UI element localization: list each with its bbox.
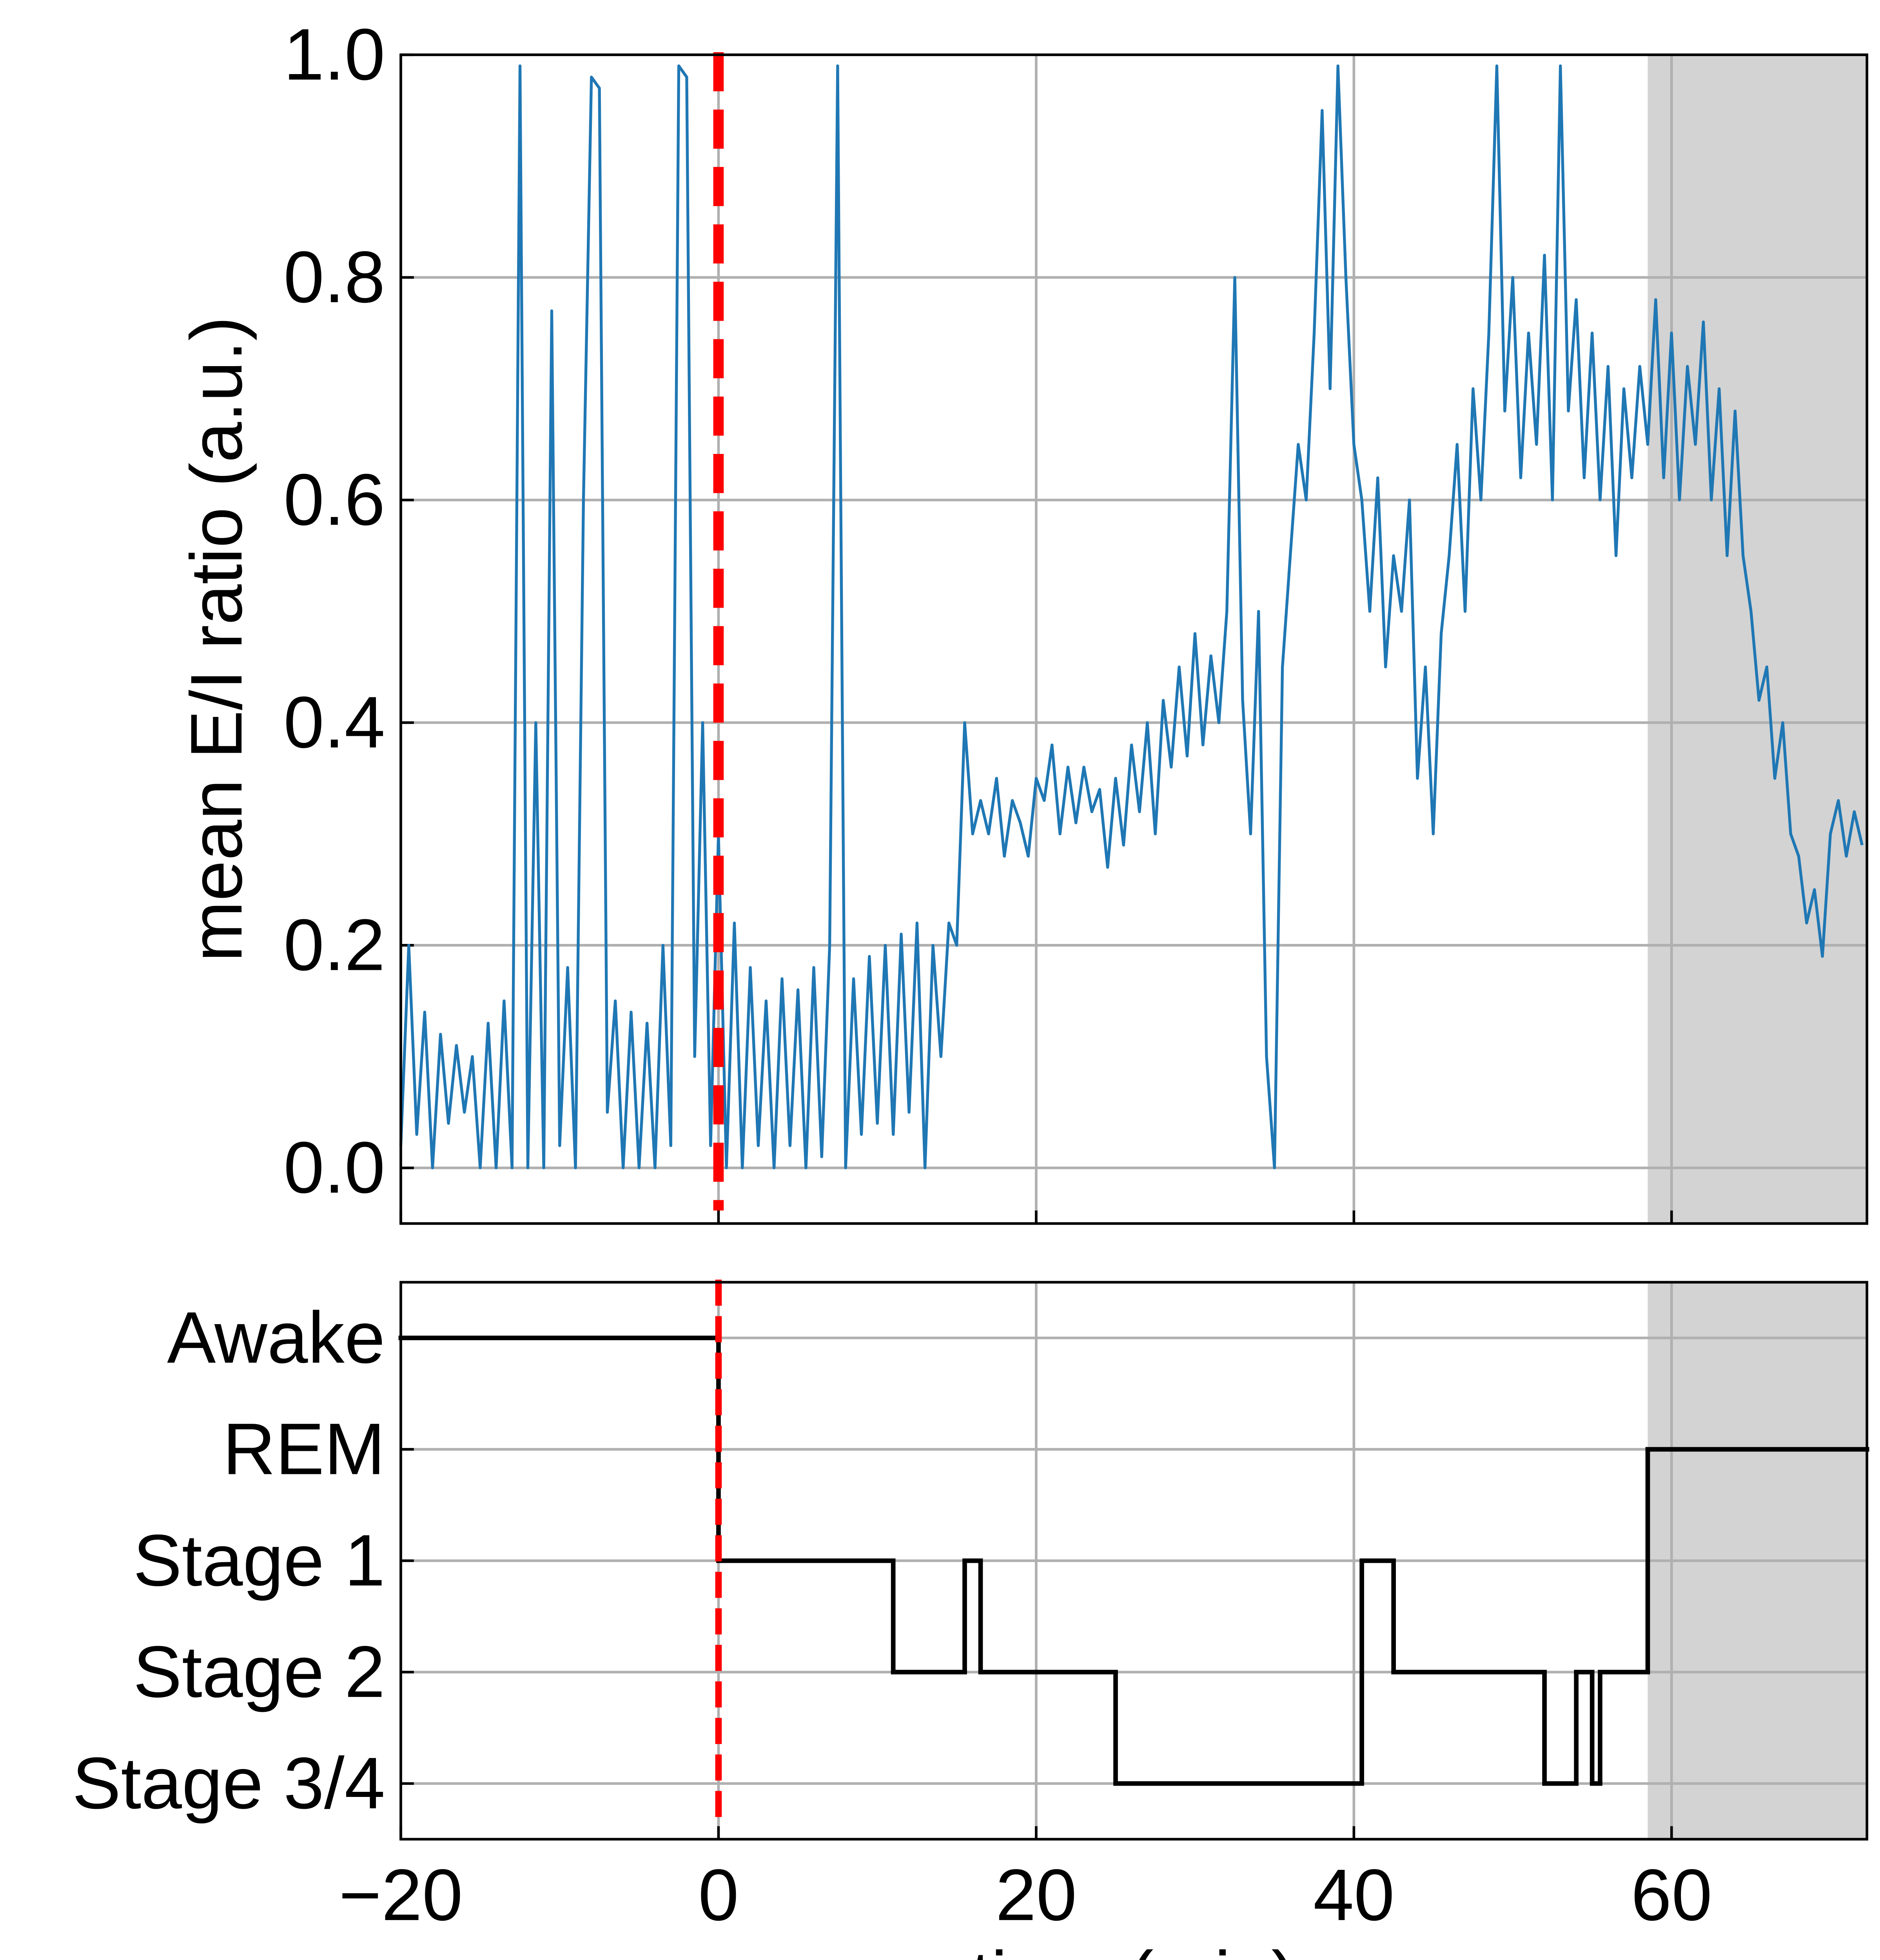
y-axis-label: mean E/I ratio (a.u.) xyxy=(175,316,257,962)
y-tick-label: Stage 3/4 xyxy=(72,1742,385,1824)
y-tick-label: 1.0 xyxy=(283,13,385,95)
y-tick-label: Stage 2 xyxy=(133,1631,385,1713)
x-tick-label: −20 xyxy=(339,1854,463,1936)
y-tick-label: Awake xyxy=(167,1296,385,1378)
data-line xyxy=(399,64,1864,1169)
x-tick-label: 40 xyxy=(1313,1854,1394,1936)
y-tick-label: Stage 1 xyxy=(133,1519,385,1601)
y-tick-label: REM xyxy=(223,1408,385,1490)
axes-frame xyxy=(399,1281,1869,1841)
y-tick-label: 0.8 xyxy=(283,236,385,318)
x-tick-label: 20 xyxy=(996,1854,1077,1936)
x-tick-label: 0 xyxy=(698,1854,739,1936)
y-tick-label: 0.4 xyxy=(283,681,385,763)
y-tick-label: 0.0 xyxy=(283,1127,385,1209)
x-axis-label: time (min) xyxy=(971,1936,1296,1960)
x-tick-label: 60 xyxy=(1631,1854,1712,1936)
y-tick-label: 0.6 xyxy=(283,459,385,541)
shaded-region xyxy=(1648,54,1867,1224)
axes-frame xyxy=(399,53,1869,1225)
y-tick-label: 0.2 xyxy=(283,904,385,986)
